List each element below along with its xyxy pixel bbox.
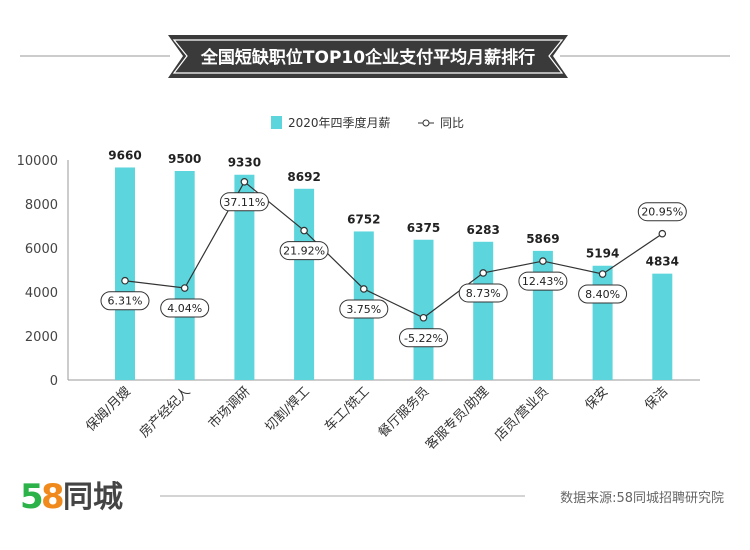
bar bbox=[115, 167, 135, 380]
x-tick-label: 市场调研 bbox=[205, 384, 253, 432]
yoy-point bbox=[479, 269, 488, 277]
bar-value-label: 9330 bbox=[228, 156, 261, 170]
bar-value-label: 6283 bbox=[466, 223, 499, 237]
x-tick-label: 房产经纪人 bbox=[136, 384, 193, 441]
y-tick-label: 0 bbox=[50, 374, 58, 389]
y-tick-label: 8000 bbox=[25, 198, 58, 213]
yoy-label-box bbox=[219, 192, 269, 212]
bar bbox=[234, 174, 255, 380]
legend-line-label: 同比 bbox=[440, 116, 464, 130]
y-tick-label: 4000 bbox=[25, 286, 58, 301]
legend-bar-swatch bbox=[271, 116, 282, 129]
yoy-line bbox=[124, 180, 663, 319]
bar bbox=[592, 265, 613, 380]
x-tick-label: 客服专员/助理 bbox=[422, 384, 492, 454]
data-source: 数据来源:58同城招聘研究院 bbox=[560, 491, 724, 506]
bar-value-label: 6752 bbox=[347, 212, 380, 226]
yoy-point bbox=[240, 178, 249, 186]
yoy-label: 3.75% bbox=[346, 303, 381, 316]
yoy-label-box bbox=[637, 202, 687, 222]
yoy-point bbox=[121, 276, 129, 285]
bar bbox=[174, 171, 195, 380]
bar bbox=[473, 241, 494, 380]
yoy-label: 20.95% bbox=[641, 206, 683, 219]
logo-text: 同城 bbox=[63, 480, 123, 515]
yoy-label: 37.11% bbox=[223, 196, 265, 209]
chart-title: 全国短缺职位TOP10企业支付平均月薪排行 bbox=[200, 47, 535, 68]
yoy-label-box bbox=[578, 284, 628, 304]
yoy-label: 21.92% bbox=[283, 245, 325, 258]
yoy-label-box bbox=[458, 283, 508, 303]
yoy-point bbox=[300, 226, 308, 235]
yoy-point bbox=[658, 229, 667, 238]
yoy-label-box bbox=[518, 271, 568, 291]
y-tick-label: 10000 bbox=[17, 154, 58, 169]
bar bbox=[294, 188, 315, 380]
yoy-label-box bbox=[160, 298, 210, 318]
yoy-label-box bbox=[100, 291, 150, 311]
yoy-label-box bbox=[279, 241, 329, 261]
bar-value-label: 8692 bbox=[287, 170, 320, 184]
x-tick-label: 车工/铣工 bbox=[321, 384, 372, 435]
title-banner-border bbox=[172, 39, 564, 74]
x-tick-label: 保安 bbox=[582, 384, 611, 413]
y-tick-label: 6000 bbox=[25, 242, 58, 257]
x-tick-label: 餐厅服务员 bbox=[375, 384, 432, 441]
bar-value-label: 4834 bbox=[646, 255, 679, 269]
yoy-point bbox=[419, 313, 428, 322]
yoy-label: 8.73% bbox=[466, 287, 501, 300]
bar-value-label: 9660 bbox=[108, 148, 141, 162]
bar-value-label: 9500 bbox=[168, 152, 201, 166]
yoy-point bbox=[359, 285, 368, 293]
yoy-label-box bbox=[399, 328, 448, 348]
x-tick-label: 保姆/月嫂 bbox=[83, 384, 133, 434]
yoy-label: 12.43% bbox=[522, 275, 564, 288]
bar bbox=[652, 273, 673, 380]
bar bbox=[532, 250, 553, 380]
bar bbox=[413, 239, 434, 380]
logo-8: 8 bbox=[41, 477, 65, 517]
title-banner bbox=[168, 35, 568, 78]
yoy-point bbox=[598, 270, 607, 278]
bar-value-label: 5869 bbox=[526, 232, 559, 246]
bar-value-label: 5194 bbox=[586, 247, 619, 261]
yoy-label: -5.22% bbox=[404, 332, 443, 345]
yoy-label: 8.40% bbox=[585, 288, 620, 301]
x-tick-label: 切割/焊工 bbox=[262, 384, 313, 435]
x-tick-label: 保洁 bbox=[642, 384, 671, 413]
yoy-label-box bbox=[339, 299, 389, 319]
bar-value-label: 6375 bbox=[407, 221, 440, 235]
x-tick-label: 店员/营业员 bbox=[492, 384, 552, 444]
yoy-label: 4.04% bbox=[167, 302, 202, 315]
legend-line-marker bbox=[422, 119, 430, 127]
logo-5: 5 bbox=[20, 477, 44, 517]
y-tick-label: 2000 bbox=[25, 330, 58, 345]
yoy-point bbox=[180, 284, 189, 292]
yoy-point bbox=[539, 257, 547, 265]
legend-bar-label: 2020年四季度月薪 bbox=[288, 115, 391, 130]
yoy-label: 6.31% bbox=[108, 295, 143, 308]
